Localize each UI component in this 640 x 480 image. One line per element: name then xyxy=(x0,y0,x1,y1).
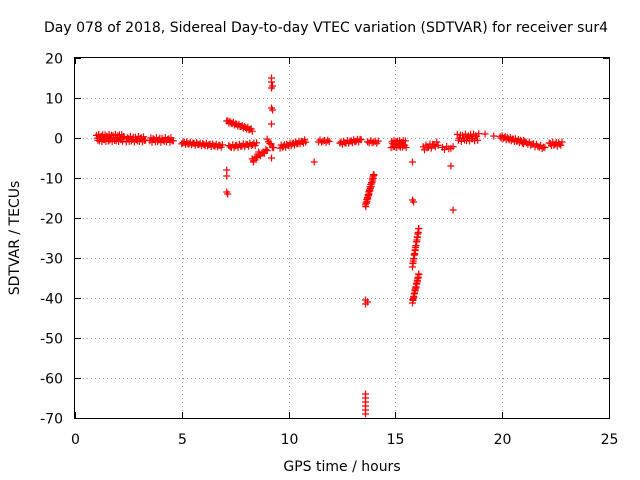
x-tick-label: 20 xyxy=(494,432,512,448)
data-point xyxy=(268,120,275,128)
data-point xyxy=(357,136,365,144)
data-point xyxy=(268,84,275,92)
x-tick-label: 0 xyxy=(71,432,80,448)
axis-ticks xyxy=(75,58,610,419)
y-tick-label: -60 xyxy=(40,372,63,388)
x-tick-label: 15 xyxy=(387,432,405,448)
data-point xyxy=(541,143,549,151)
y-tick-label: -30 xyxy=(40,252,63,268)
data-point xyxy=(453,130,461,138)
data-point xyxy=(223,166,231,174)
data-point xyxy=(364,138,372,146)
data-point xyxy=(410,198,418,206)
x-tick-label: 10 xyxy=(281,432,299,448)
data-point xyxy=(409,158,416,166)
data-point xyxy=(415,271,423,279)
data-point xyxy=(474,136,482,144)
data-point xyxy=(324,136,332,144)
grid xyxy=(75,58,609,418)
data-point xyxy=(224,190,232,198)
data-point xyxy=(127,137,135,145)
x-tick-label: 25 xyxy=(601,432,619,448)
tick-labels: 0 5 10 15 20 25 -70 -60 -50 -40 -30 -20 -10 0 10 20 xyxy=(40,52,618,449)
data-point xyxy=(374,137,382,145)
y-tick-label: -20 xyxy=(40,212,63,228)
data-point xyxy=(475,130,483,138)
data-point xyxy=(253,139,261,147)
y-tick-label: -40 xyxy=(40,292,63,308)
y-tick-label: -10 xyxy=(40,172,63,188)
data-point xyxy=(169,137,177,145)
data-point xyxy=(447,162,455,170)
data-point xyxy=(434,141,442,149)
data-point xyxy=(249,158,257,166)
data-point xyxy=(370,171,378,179)
data-point xyxy=(325,138,333,145)
data-point xyxy=(268,78,275,86)
data-point xyxy=(558,138,566,146)
data-point xyxy=(402,144,410,151)
data-point xyxy=(123,134,131,142)
data-point xyxy=(415,225,423,233)
data-point xyxy=(557,141,565,149)
data-point xyxy=(310,158,318,166)
data-point xyxy=(270,144,278,152)
data-point xyxy=(267,140,275,148)
data-point xyxy=(370,138,378,146)
data-point xyxy=(218,141,226,149)
data-point xyxy=(481,130,489,138)
y-tick-label: 20 xyxy=(45,52,63,68)
data-point xyxy=(255,148,263,156)
y-tick-label: -50 xyxy=(40,332,63,348)
data-point xyxy=(490,132,498,140)
data-point xyxy=(268,154,275,162)
data-point xyxy=(401,137,409,145)
data-point xyxy=(263,147,271,155)
y-tick-label: -70 xyxy=(40,412,63,428)
data-point xyxy=(433,138,441,146)
data-point xyxy=(427,144,435,152)
data-point xyxy=(302,138,310,146)
y-axis-label: SDTVAR / TECUs xyxy=(7,181,23,296)
data-point xyxy=(262,145,270,153)
data-point xyxy=(223,172,231,180)
x-tick-label: 5 xyxy=(178,432,187,448)
data-point xyxy=(362,410,369,418)
data-point xyxy=(449,143,457,151)
data-point xyxy=(269,106,277,114)
data-point xyxy=(449,206,457,214)
data-points xyxy=(92,74,566,418)
x-axis-label: GPS time / hours xyxy=(283,459,400,475)
y-tick-label: 10 xyxy=(45,92,63,108)
data-point xyxy=(364,298,372,306)
data-point xyxy=(120,133,128,141)
data-point xyxy=(248,127,256,135)
plot-frame xyxy=(74,57,610,419)
y-tick-label: 0 xyxy=(54,132,63,148)
chart-title: Day 078 of 2018, Sidereal Day-to-day VTE… xyxy=(44,20,608,36)
